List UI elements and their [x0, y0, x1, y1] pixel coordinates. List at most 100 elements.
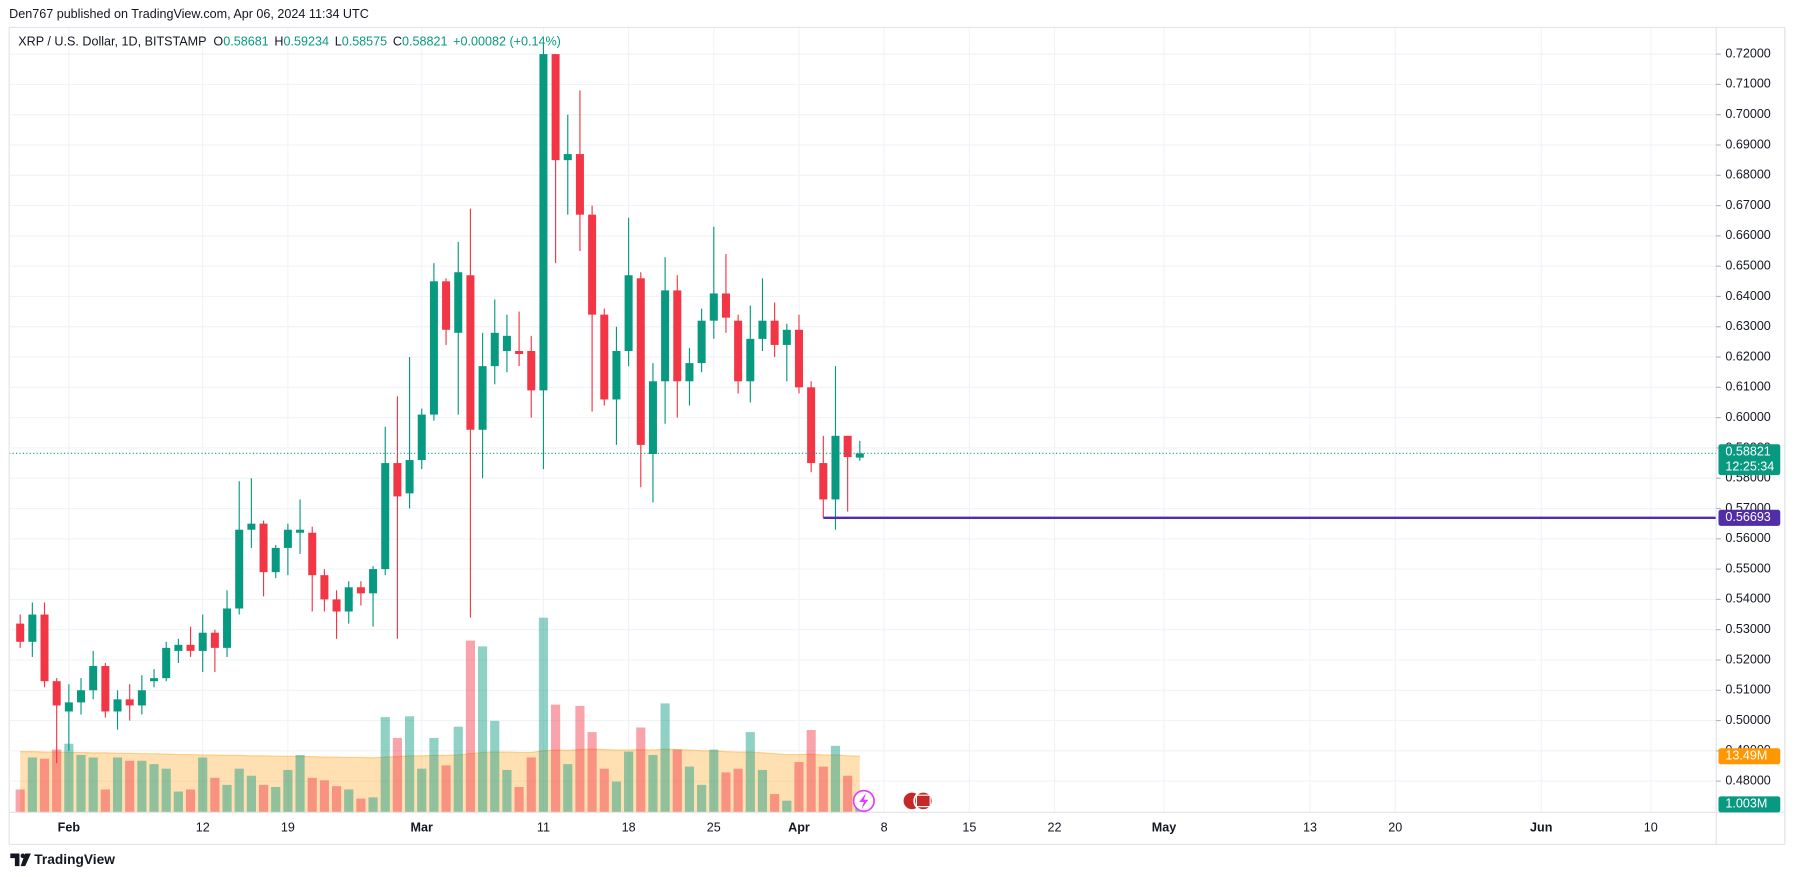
y-tick-label: 0.63000: [1725, 319, 1770, 333]
candle-body: [16, 623, 25, 642]
volume-bar: [39, 758, 50, 813]
candle-body: [600, 314, 609, 400]
volume-bar: [356, 798, 366, 813]
candle-body: [515, 350, 524, 355]
candle-body: [673, 290, 682, 382]
volume-bar: [660, 703, 670, 813]
candle-body: [685, 363, 694, 382]
volume-bar: [830, 745, 841, 813]
volume-bar: [636, 727, 646, 813]
legend: XRP / U.S. Dollar, 1D, BITSTAMP O0.58681 H…: [18, 35, 561, 49]
x-tick-label: 8: [881, 821, 888, 835]
candle-body: [442, 281, 451, 330]
volume-bar: [782, 800, 792, 813]
candle-body: [308, 532, 317, 576]
volume-bar: [52, 749, 62, 813]
candle-body: [296, 529, 305, 533]
volume-bar: [222, 784, 232, 813]
x-tick-label: 12: [196, 821, 210, 835]
volume-bar: [27, 757, 37, 813]
legend-value: 0.58575: [342, 35, 387, 49]
volume-ma-label: 13.49M: [1725, 749, 1767, 763]
legend-key: L: [335, 35, 342, 49]
y-tick-label: 0.67000: [1725, 198, 1770, 212]
candle-body: [223, 608, 232, 648]
volume-layer: [15, 617, 865, 813]
candle-body: [551, 54, 560, 161]
volume-bar: [392, 737, 402, 813]
legend-symbol: XRP / U.S. Dollar, 1D, BITSTAMP: [18, 35, 206, 49]
volume-bar: [794, 762, 804, 813]
candle-body: [259, 523, 268, 573]
volume-bar: [843, 775, 853, 813]
y-tick-label: 0.66000: [1725, 228, 1770, 242]
y-tick-label: 0.48000: [1725, 773, 1770, 787]
x-tick-label: 25: [707, 821, 721, 835]
volume-bar: [441, 765, 451, 813]
y-tick-label: 0.70000: [1725, 107, 1770, 121]
legend-change: +0.00082 (+0.14%): [453, 35, 561, 49]
candle-body: [64, 702, 73, 712]
volume-bar: [417, 768, 427, 813]
candle-body: [235, 529, 244, 609]
price-lines: [9, 452, 1717, 519]
candle-body: [502, 335, 511, 351]
volume-bar: [721, 772, 731, 813]
logo-mark: [20, 853, 31, 867]
x-tick-label: 10: [1644, 821, 1658, 835]
volume-ma-area: [20, 749, 860, 813]
volume-bar: [88, 757, 98, 813]
volume-bar: [404, 716, 415, 813]
volume-bar: [697, 784, 707, 813]
y-tick-label: 0.69000: [1725, 137, 1770, 151]
volume-bar: [709, 749, 719, 813]
candle-body: [575, 154, 584, 215]
candle-body: [661, 290, 670, 382]
flag-stripes: [915, 794, 931, 808]
legend-value: 0.59234: [284, 35, 329, 49]
legend-key: H: [274, 35, 283, 49]
countdown-label: 12:25:34: [1725, 459, 1774, 473]
y-tick-label: 0.53000: [1725, 622, 1770, 636]
candle-body: [101, 666, 110, 712]
price-axis-bg: [1716, 0, 1794, 877]
volume-bar: [295, 754, 305, 813]
volume-bar: [307, 777, 317, 813]
candle-body: [454, 272, 463, 333]
volume-bar: [319, 780, 329, 813]
y-tick-label: 0.61000: [1725, 380, 1770, 394]
volume-bar: [112, 757, 123, 813]
volume-bar: [137, 760, 147, 813]
publish-header: Den767 published on TradingView.com, Apr…: [9, 7, 369, 21]
candle-body: [648, 381, 657, 454]
volume-bar: [161, 768, 171, 813]
y-tick-label: 0.60000: [1725, 410, 1770, 424]
candle-body: [356, 587, 365, 594]
candle-body: [612, 350, 621, 400]
candle-body: [369, 569, 378, 594]
volume-bar: [587, 732, 597, 813]
candle-body: [734, 320, 743, 382]
y-tick-label: 0.72000: [1725, 46, 1770, 60]
y-tick-label: 0.71000: [1725, 77, 1770, 91]
volume-bar: [514, 786, 524, 813]
y-tick-label: 0.50000: [1725, 713, 1770, 727]
candle-body: [40, 614, 49, 682]
candle-body: [563, 154, 572, 161]
x-tick-label: 15: [962, 821, 976, 835]
axis-labels: 0.480000.490000.500000.510000.520000.530…: [58, 46, 1771, 834]
grid: [9, 27, 1717, 813]
candle-body: [624, 275, 633, 351]
candles-layer: [16, 45, 864, 763]
legend-key: O: [213, 35, 223, 49]
volume-bar: [733, 768, 743, 813]
candle-body: [77, 690, 86, 703]
candle-body: [405, 460, 414, 494]
candle-body: [807, 387, 816, 464]
volume-bar: [368, 797, 378, 813]
volume-bar: [64, 743, 74, 813]
candle-body: [150, 678, 159, 682]
volume-bar: [429, 737, 439, 813]
y-tick-label: 0.68000: [1725, 168, 1770, 182]
